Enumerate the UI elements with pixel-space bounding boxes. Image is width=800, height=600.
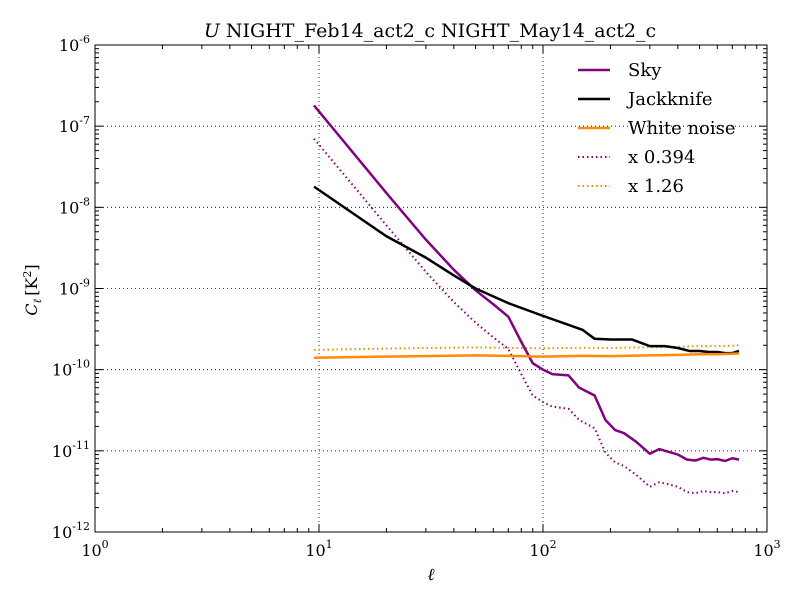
x-tick-label: 101 bbox=[305, 538, 332, 560]
axis-ticks bbox=[94, 44, 768, 533]
series-line-sky bbox=[313, 104, 740, 463]
y-tick-label: 10-9 bbox=[59, 277, 90, 299]
plot-series bbox=[313, 104, 740, 495]
legend-label-jackknife: Jackknife bbox=[626, 89, 713, 110]
chart-title: U NIGHT_Feb14_act2_c NIGHT_May14_act2_c bbox=[204, 20, 656, 42]
y-label-subscript: ℓ bbox=[31, 298, 44, 303]
legend-label-white-noise: White noise bbox=[628, 118, 736, 139]
y-label-symbol: C bbox=[22, 303, 41, 315]
title-prefix: U bbox=[204, 20, 221, 42]
y-tick-label: 10-6 bbox=[59, 33, 90, 55]
y-tick-label: 10-12 bbox=[52, 520, 90, 542]
tick-labels: 100 101 102 103 10-12 10-11 10-10 10-9 10-8 10-7 1… bbox=[52, 33, 781, 560]
x-tick-label: 103 bbox=[753, 538, 780, 560]
y-tick-label: 10-7 bbox=[59, 114, 90, 136]
y-axis-label: Cℓ [K2] bbox=[21, 264, 44, 315]
legend-label-x-1-26: x 1.26 bbox=[628, 176, 684, 197]
x-tick-label: 100 bbox=[81, 538, 108, 560]
y-label-unit: [K bbox=[22, 277, 41, 296]
x-axis-label: ℓ bbox=[427, 565, 434, 585]
series-line-white-noise bbox=[313, 352, 740, 360]
legend: Sky Jackknife White noise x 0.394 x 1.26 bbox=[578, 60, 736, 197]
y-label-unit-exponent: 2 bbox=[21, 271, 34, 278]
title-text: NIGHT_Feb14_act2_c NIGHT_May14_act2_c bbox=[226, 20, 656, 42]
y-label-unit-close: ] bbox=[22, 264, 41, 270]
x-tick-label: 102 bbox=[529, 538, 556, 560]
legend-label-sky: Sky bbox=[628, 60, 662, 81]
y-tick-label: 10-8 bbox=[59, 195, 90, 217]
legend-label-x-0-394: x 0.394 bbox=[628, 147, 695, 168]
y-tick-label: 10-10 bbox=[52, 358, 90, 380]
series-line-jackknife bbox=[313, 185, 740, 355]
y-tick-label: 10-11 bbox=[52, 439, 90, 461]
